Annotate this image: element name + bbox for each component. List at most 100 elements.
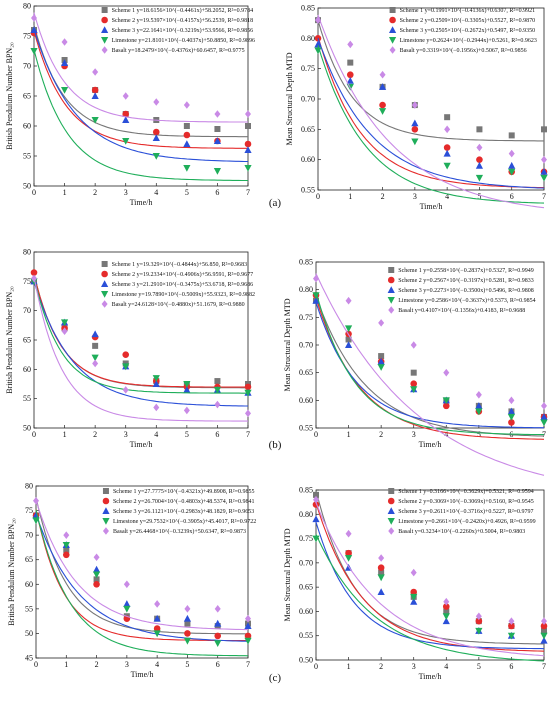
data-point-limestone xyxy=(314,47,322,55)
y-tick-label: 0.70 xyxy=(299,558,313,567)
legend-entry: Scheme 2 y=0.2567×10^(−0.3197x)+0.5281, … xyxy=(398,277,534,284)
legend-marker xyxy=(102,507,110,514)
data-point-limestone xyxy=(30,48,38,55)
data-point-limestone xyxy=(32,517,40,525)
data-point-scheme-2 xyxy=(62,551,70,559)
data-point-limestone xyxy=(244,389,252,397)
fit-curve-scheme-1 xyxy=(33,24,248,138)
data-point-limestone xyxy=(152,375,160,382)
fit-curve-basalt xyxy=(315,273,545,476)
x-tick-label: 7 xyxy=(246,660,250,669)
x-tick-label: 3 xyxy=(413,192,417,201)
x-tick-label: 3 xyxy=(412,662,416,671)
data-point-scheme-2 xyxy=(476,156,483,163)
legend-marker xyxy=(389,7,396,13)
x-tick-label: 5 xyxy=(185,660,189,669)
data-point-scheme-3 xyxy=(183,614,192,622)
data-point-scheme-1 xyxy=(92,342,99,349)
data-point-basalt xyxy=(31,14,37,22)
y-tick-label: 0.85 xyxy=(301,4,315,13)
y-tick-label: 0.70 xyxy=(299,341,313,350)
data-point-limestone xyxy=(122,138,130,145)
legend-entry: Scheme 1 y=0.2558×10^(−0.2837x)+0.5327, … xyxy=(398,267,534,274)
data-point-basalt xyxy=(214,400,221,409)
x-tick-label: 5 xyxy=(477,662,481,671)
data-point-limestone xyxy=(507,413,516,421)
data-point-basalt xyxy=(444,125,451,134)
data-point-basalt xyxy=(475,391,482,399)
x-tick-label: 4 xyxy=(155,660,159,669)
data-point-scheme-2 xyxy=(153,625,161,632)
y-tick-label: 0.85 xyxy=(299,486,313,495)
fit-curve-scheme-3 xyxy=(33,29,248,163)
fit-curve-scheme-1 xyxy=(35,497,248,635)
data-point-scheme-2 xyxy=(214,632,222,640)
data-point-scheme-1 xyxy=(63,546,70,553)
y-tick-label: 80 xyxy=(23,2,31,11)
data-point-scheme-1 xyxy=(214,378,221,385)
y-tick-label: 0.65 xyxy=(299,368,313,377)
y-axis-label: British Pendulum Number BPN₂₀ xyxy=(5,286,14,394)
fit-curve-scheme-2 xyxy=(315,297,545,440)
data-point-scheme-1 xyxy=(541,627,547,634)
x-tick-label: 1 xyxy=(64,660,68,669)
data-point-scheme-2 xyxy=(508,419,515,426)
data-point-scheme-1 xyxy=(444,114,451,121)
y-axis-label: Mean Structural Depth MTD xyxy=(283,528,292,621)
y-tick-label: 65 xyxy=(23,92,31,101)
x-tick-label: 7 xyxy=(542,192,546,201)
y-tick-label: 75 xyxy=(25,506,33,515)
data-point-scheme-2 xyxy=(540,622,548,630)
data-point-basalt xyxy=(345,529,352,538)
data-point-basalt xyxy=(245,110,251,118)
fit-curve-limestone xyxy=(35,509,249,657)
data-point-scheme-3 xyxy=(153,614,161,622)
legend-marker xyxy=(389,16,396,24)
data-point-limestone xyxy=(540,419,548,427)
x-tick-label: 1 xyxy=(347,430,351,439)
x-tick-label: 6 xyxy=(215,188,219,197)
y-tick-label: 0.60 xyxy=(299,396,313,405)
legend-marker xyxy=(101,291,109,298)
legend-marker xyxy=(101,7,108,13)
data-point-limestone xyxy=(183,381,191,388)
x-tick-label: 2 xyxy=(93,188,97,197)
data-point-limestone xyxy=(442,397,450,405)
data-point-scheme-1 xyxy=(345,336,352,343)
data-point-basalt xyxy=(411,101,418,109)
fit-curve-limestone xyxy=(33,276,248,394)
legend-entry: Limestone y=29.7532×10^(−0.3905x)+45.401… xyxy=(113,518,256,525)
x-tick-label: 6 xyxy=(215,430,219,439)
fit-curve-scheme-3 xyxy=(315,302,545,429)
data-point-basalt xyxy=(541,402,547,410)
data-point-basalt xyxy=(379,70,386,79)
legend-marker xyxy=(102,518,110,525)
y-tick-label: 45 xyxy=(25,654,33,663)
data-point-basalt xyxy=(508,396,515,405)
data-point-basalt xyxy=(122,92,129,100)
data-point-scheme-3 xyxy=(152,380,160,387)
data-point-basalt xyxy=(410,568,417,577)
data-point-basalt xyxy=(508,617,515,625)
legend-marker xyxy=(388,306,395,314)
chart-panel-a-left: 0 1 2 3 4 5 6 7 50 55 60 65 70 75 80 Time/h British Pend… xyxy=(5,2,255,208)
data-point-basalt xyxy=(93,553,100,562)
data-point-scheme-3 xyxy=(30,26,38,33)
y-tick-label: 60 xyxy=(25,580,33,589)
legend-marker xyxy=(387,497,395,505)
data-point-scheme-3 xyxy=(442,617,450,625)
x-tick-label: 7 xyxy=(542,662,546,671)
y-tick-label: 55 xyxy=(23,152,31,161)
data-point-basalt xyxy=(443,368,450,377)
legend-entry: Scheme 1 y=18.6156×10^(−0.4461x)+58.2052… xyxy=(112,7,254,14)
y-tick-label: 0.75 xyxy=(301,64,315,73)
y-tick-label: 0.85 xyxy=(299,258,313,267)
legend-entry: Basalt y=0.4107×10^(−0.1356x)+0.4183, R²… xyxy=(398,307,525,314)
y-tick-label: 55 xyxy=(25,604,33,613)
y-tick-label: 75 xyxy=(23,32,31,41)
data-point-basalt xyxy=(92,359,99,368)
data-point-limestone xyxy=(312,535,320,543)
legend-entry: Limestone y=19.7890×10^(−0.5009x)+55.932… xyxy=(112,291,255,298)
legend-marker xyxy=(387,297,395,304)
